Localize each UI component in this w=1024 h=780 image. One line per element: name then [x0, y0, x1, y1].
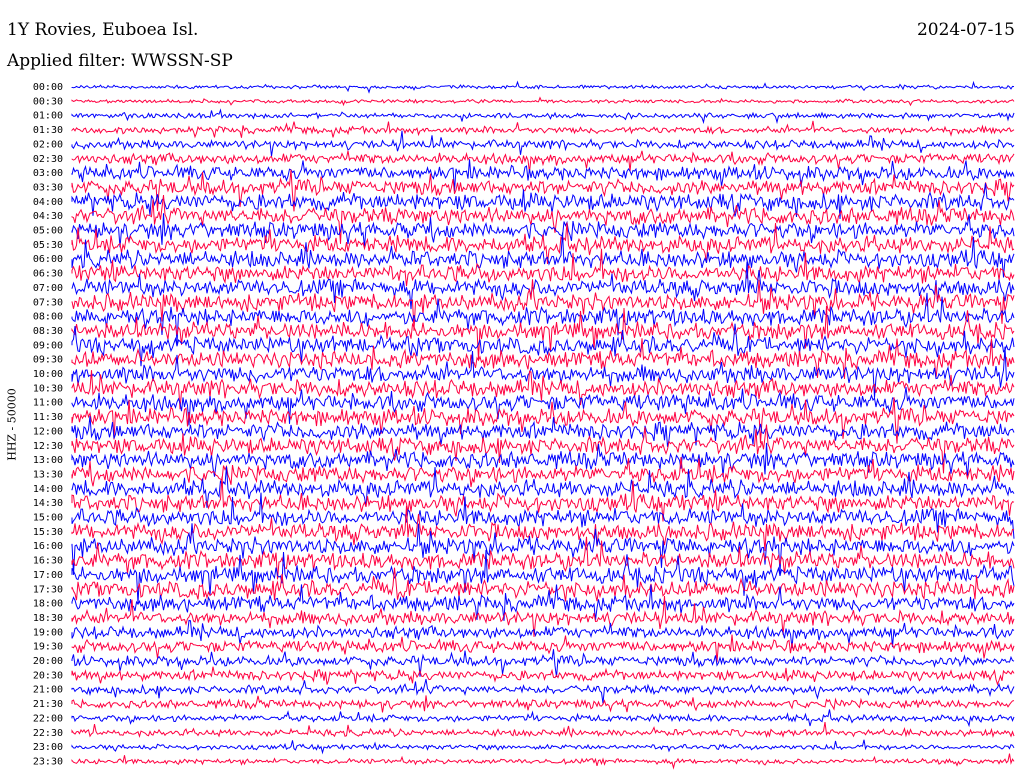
row-time-label: 03:30 [33, 182, 63, 193]
trace-1800 [71, 584, 1015, 621]
row-time-label: 16:30 [33, 556, 63, 567]
row-time-label: 07:00 [33, 283, 63, 294]
row-time-label: 08:30 [33, 326, 63, 337]
row-time-label: 20:30 [33, 670, 63, 681]
trace-1630 [71, 536, 1015, 580]
row-time-label: 12:30 [33, 441, 63, 452]
filter-label: Applied filter: WWSSN-SP [7, 51, 233, 71]
row-time-label: 09:30 [33, 355, 63, 366]
row-time-label: 06:30 [33, 269, 63, 280]
row-time-label: 11:00 [33, 398, 63, 409]
trace-0330 [71, 169, 1015, 212]
row-time-label: 17:30 [33, 584, 63, 595]
trace-0130 [71, 120, 1015, 139]
trace-0000 [71, 80, 1015, 94]
trace-1830 [71, 595, 1015, 637]
trace-0830 [71, 305, 1015, 360]
trace-0430 [71, 194, 1015, 244]
row-time-label: 00:00 [33, 82, 63, 93]
trace-0230 [71, 150, 1015, 173]
trace-0100 [71, 108, 1015, 125]
trace-1130 [71, 397, 1015, 444]
row-time-label: 02:00 [33, 139, 63, 150]
row-time-label: 07:30 [33, 297, 63, 308]
row-time-label: 20:00 [33, 656, 63, 667]
trace-1030 [71, 370, 1015, 410]
trace-2030 [71, 666, 1015, 686]
row-time-label: 19:00 [33, 627, 63, 638]
trace-1330 [71, 457, 1015, 488]
trace-1300 [71, 442, 1015, 477]
row-time-label: 12:00 [33, 426, 63, 437]
trace-1930 [71, 634, 1015, 663]
trace-0600 [71, 232, 1015, 278]
row-time-label: 06:00 [33, 254, 63, 265]
trace-0800 [71, 292, 1015, 344]
station-title: 1Y Rovies, Euboea Isl. [7, 20, 199, 40]
trace-1200 [71, 416, 1015, 447]
trace-1100 [71, 386, 1015, 426]
trace-2000 [71, 649, 1015, 677]
trace-1500 [71, 492, 1015, 539]
trace-1600 [71, 523, 1015, 575]
trace-0700 [71, 261, 1015, 310]
row-time-label: 10:30 [33, 383, 63, 394]
trace-1400 [71, 466, 1015, 508]
row-time-label: 23:30 [33, 756, 63, 767]
row-time-label: 21:00 [33, 685, 63, 696]
row-time-label: 19:30 [33, 642, 63, 653]
row-time-label: 08:00 [33, 312, 63, 323]
trace-0930 [71, 338, 1015, 379]
trace-0730 [71, 279, 1015, 331]
row-time-label: 22:00 [33, 713, 63, 724]
row-time-label: 21:30 [33, 699, 63, 710]
date-label: 2024-07-15 [916, 20, 1015, 40]
trace-1700 [71, 549, 1015, 604]
row-time-label: 14:00 [33, 484, 63, 495]
row-time-label: 01:00 [33, 111, 63, 122]
trace-2100 [71, 678, 1015, 704]
trace-1430 [71, 476, 1015, 522]
trace-0900 [71, 323, 1015, 367]
row-time-label: 09:00 [33, 340, 63, 351]
trace-0530 [71, 222, 1015, 264]
trace-0300 [71, 159, 1015, 192]
row-time-label: 13:00 [33, 455, 63, 466]
row-time-label: 14:30 [33, 498, 63, 509]
row-time-label: 22:30 [33, 728, 63, 739]
trace-0630 [71, 248, 1015, 287]
row-time-label: 11:30 [33, 412, 63, 423]
row-time-label: 04:30 [33, 211, 63, 222]
row-time-label: 01:30 [33, 125, 63, 136]
row-time-label: 02:30 [33, 154, 63, 165]
row-time-label: 13:30 [33, 469, 63, 480]
row-time-label: 16:00 [33, 541, 63, 552]
trace-0400 [71, 183, 1015, 220]
trace-1900 [71, 619, 1015, 649]
row-time-label: 05:30 [33, 240, 63, 251]
trace-0030 [71, 96, 1015, 107]
row-time-label: 03:00 [33, 168, 63, 179]
trace-0200 [71, 130, 1015, 157]
trace-1000 [71, 346, 1015, 398]
trace-2130 [71, 695, 1015, 713]
trace-1530 [71, 505, 1015, 552]
row-time-label: 15:00 [33, 513, 63, 524]
row-time-label: 18:00 [33, 599, 63, 610]
trace-1230 [71, 424, 1015, 474]
row-time-label: 05:00 [33, 226, 63, 237]
row-time-label: 00:30 [33, 96, 63, 107]
row-time-label: 18:30 [33, 613, 63, 624]
row-time-label: 17:00 [33, 570, 63, 581]
trace-2300 [71, 739, 1015, 755]
trace-2200 [71, 709, 1015, 728]
trace-1730 [71, 567, 1015, 602]
row-time-label: 15:30 [33, 527, 63, 538]
row-time-label: 04:00 [33, 197, 63, 208]
trace-2330 [71, 753, 1015, 770]
trace-2230 [71, 722, 1015, 739]
row-time-label: 10:00 [33, 369, 63, 380]
row-time-label: 23:00 [33, 742, 63, 753]
